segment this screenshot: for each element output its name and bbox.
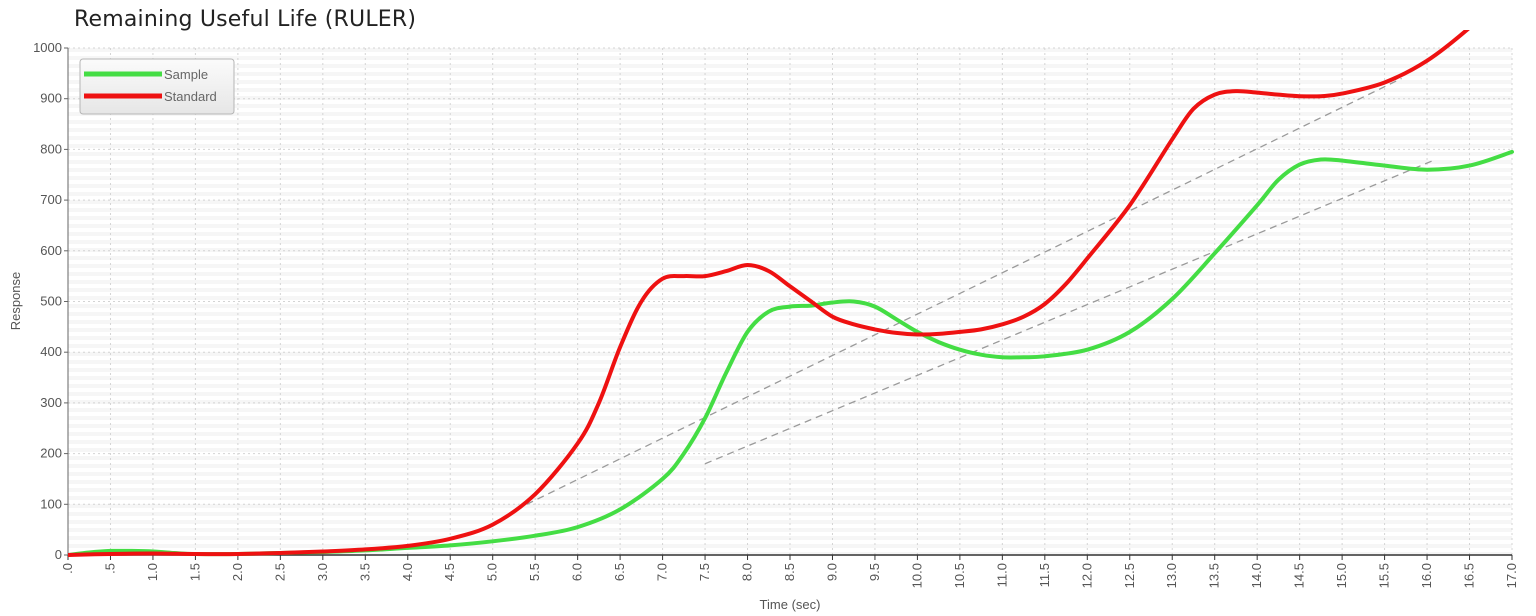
plot-stripe xyxy=(68,400,1512,404)
plot-stripe xyxy=(68,424,1512,428)
plot-stripe xyxy=(68,440,1512,444)
plot-stripe xyxy=(68,360,1512,364)
plot-stripe xyxy=(68,344,1512,348)
x-tick-label: 2.0 xyxy=(230,563,245,581)
x-tick-label: 3.0 xyxy=(315,563,330,581)
y-tick-label: 300 xyxy=(40,395,62,410)
x-tick-label: 12.5 xyxy=(1122,563,1137,588)
plot-stripe xyxy=(68,320,1512,324)
plot-stripe xyxy=(68,544,1512,548)
chart-title: Remaining Useful Life (RULER) xyxy=(74,7,417,32)
x-tick-label: 17.0 xyxy=(1504,563,1519,588)
y-tick-label: 100 xyxy=(40,496,62,511)
x-tick-label: 6.0 xyxy=(570,563,585,581)
plot-stripe xyxy=(68,520,1512,524)
x-tick-label: 11.0 xyxy=(994,563,1009,587)
y-axis-ticks: 0 100 200 300 400 500 600 700 800 900 1000 xyxy=(33,40,68,562)
y-tick-label: 200 xyxy=(40,446,62,461)
x-tick-label: 13.0 xyxy=(1164,563,1179,588)
x-axis-ticks: .0 .5 1.0 1.5 2.0 2.5 3.0 3.5 4.0 4.5 5.0 5.5 6.0 6.5… xyxy=(60,555,1519,588)
x-tick-label: 13.5 xyxy=(1207,563,1222,588)
y-tick-label: 800 xyxy=(40,141,62,156)
x-tick-label: 7.5 xyxy=(697,563,712,581)
plot-stripe xyxy=(68,480,1512,484)
x-tick-label: 6.5 xyxy=(612,563,627,581)
legend-label-standard: Standard xyxy=(164,89,217,104)
plot-stripe xyxy=(68,160,1512,164)
x-tick-label: 10.5 xyxy=(952,563,967,588)
y-tick-label: 0 xyxy=(55,547,62,562)
series-lines xyxy=(68,30,1514,557)
x-tick-label: 10.0 xyxy=(909,563,924,588)
x-tick-label: 15.5 xyxy=(1377,563,1392,588)
plot-stripe xyxy=(68,224,1512,228)
x-tick-label: 14.0 xyxy=(1249,563,1264,588)
plot-stripe xyxy=(68,120,1512,124)
x-tick-label: 1.0 xyxy=(145,563,160,581)
plot-stripe xyxy=(68,64,1512,68)
x-tick-label: 4.0 xyxy=(400,563,415,581)
x-tick-label: 16.0 xyxy=(1419,563,1434,588)
x-tick-label: 8.5 xyxy=(782,563,797,581)
legend[interactable]: Sample Standard xyxy=(79,58,235,115)
trend-lines xyxy=(526,77,1436,505)
x-axis-label: Time (sec) xyxy=(760,597,821,612)
y-tick-label: 400 xyxy=(40,344,62,359)
x-tick-label: 9.0 xyxy=(824,563,839,581)
grid-lines xyxy=(68,47,1513,555)
plot-stripe xyxy=(68,504,1512,508)
plot-stripe xyxy=(68,464,1512,468)
x-tick-label: 9.5 xyxy=(867,563,882,581)
plot-stripe xyxy=(68,104,1512,108)
x-tick-label: 5.5 xyxy=(527,563,542,581)
x-tick-label: 8.0 xyxy=(740,563,755,581)
plot-stripe xyxy=(68,384,1512,388)
x-tick-label: 2.5 xyxy=(272,563,287,581)
x-tick-label: 11.5 xyxy=(1037,563,1052,587)
x-tick-label: 15.0 xyxy=(1334,563,1349,588)
plot-stripe xyxy=(68,280,1512,284)
legend-label-sample: Sample xyxy=(164,67,208,82)
plot-stripe xyxy=(68,80,1512,84)
x-tick-label: 14.5 xyxy=(1292,563,1307,588)
x-tick-label: 16.5 xyxy=(1462,563,1477,588)
plot-stripe xyxy=(68,240,1512,244)
x-tick-label: 7.0 xyxy=(655,563,670,581)
plot-stripe xyxy=(68,184,1512,188)
plot-stripe xyxy=(68,200,1512,204)
y-tick-label: 900 xyxy=(40,91,62,106)
x-tick-label: 3.5 xyxy=(357,563,372,581)
y-tick-label: 1000 xyxy=(33,40,62,55)
series-line-standard xyxy=(68,30,1470,557)
x-tick-label: 1.5 xyxy=(187,563,202,581)
x-tick-label: 12.0 xyxy=(1079,563,1094,588)
x-tick-label: .5 xyxy=(102,563,117,574)
legend-box xyxy=(79,58,235,115)
y-axis-label: Response xyxy=(8,272,23,331)
trend-line xyxy=(526,77,1402,505)
x-tick-label: .0 xyxy=(60,563,75,574)
x-tick-label: 4.5 xyxy=(442,563,457,581)
x-tick-label: 5.0 xyxy=(485,563,500,581)
plot-stripe xyxy=(68,144,1512,148)
y-tick-label: 500 xyxy=(40,294,62,309)
plot-stripe xyxy=(68,264,1512,268)
y-tick-label: 600 xyxy=(40,243,62,258)
y-tick-label: 700 xyxy=(40,192,62,207)
